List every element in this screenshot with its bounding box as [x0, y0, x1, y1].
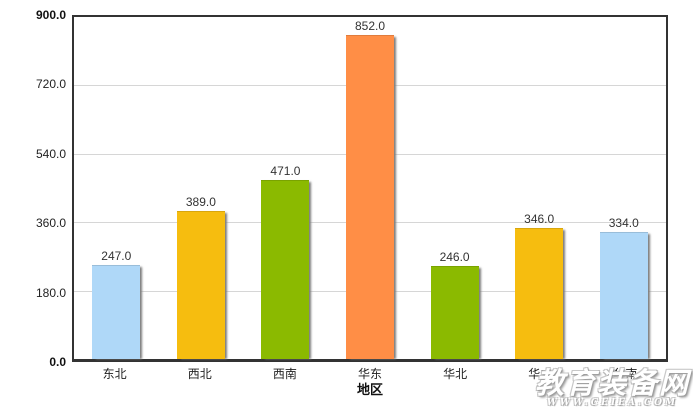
- y-tick-label: 720.0: [35, 77, 66, 92]
- bar-group-huadong: 852.0: [328, 17, 413, 359]
- plot-area: 247.0 389.0 471.0 852.0 246.0 346.0: [72, 15, 668, 362]
- x-axis-title: 地区: [356, 382, 383, 397]
- y-tick-label: 180.0: [35, 285, 66, 300]
- y-tick-label: 360.0: [35, 216, 66, 231]
- bars-row: 247.0 389.0 471.0 852.0 246.0 346.0: [74, 17, 666, 359]
- bar-value-label: 334.0: [608, 216, 639, 231]
- bar-value-label: 346.0: [524, 211, 555, 226]
- x-axis: 东北 西北 西南 华东 华北 华中 华南: [72, 365, 668, 382]
- bar-group-huazhong: 346.0: [497, 17, 582, 359]
- bar: [515, 227, 564, 359]
- bar: [430, 265, 479, 359]
- x-tick-label: 华北: [443, 367, 468, 381]
- bar-value-label: 471.0: [270, 164, 301, 179]
- y-tick-label: 540.0: [35, 146, 66, 161]
- watermark-url: WWW.CEIEA.COM: [546, 398, 679, 408]
- y-axis: 900.0 720.0 540.0 360.0 180.0 0.0: [0, 8, 66, 369]
- bar-group-xibei: 389.0: [159, 17, 244, 359]
- bar-group-huabei: 246.0: [412, 17, 497, 359]
- x-tick-label: 东北: [102, 367, 127, 381]
- bar-value-label: 852.0: [355, 19, 386, 34]
- x-tick-label: 西南: [272, 367, 297, 381]
- bar-group-xinan: 471.0: [243, 17, 328, 359]
- bar-group-dongbei: 247.0: [74, 17, 159, 359]
- y-tick-label: 900.0: [35, 8, 66, 22]
- x-tick-label: 华南: [613, 367, 638, 381]
- y-tick-label: 0.0: [49, 355, 66, 369]
- bar-value-label: 246.0: [439, 249, 470, 264]
- bar: [599, 232, 648, 359]
- bar: [346, 35, 395, 359]
- bar-value-label: 389.0: [185, 195, 216, 210]
- bar-group-huanan: 334.0: [581, 17, 666, 359]
- bar-value-label: 247.0: [101, 249, 132, 264]
- x-tick-label: 华东: [357, 367, 382, 381]
- bar: [261, 180, 310, 359]
- bar: [92, 265, 141, 359]
- x-tick-label: 西北: [187, 367, 212, 381]
- x-tick-label: 华中: [528, 367, 553, 381]
- bar: [176, 211, 225, 359]
